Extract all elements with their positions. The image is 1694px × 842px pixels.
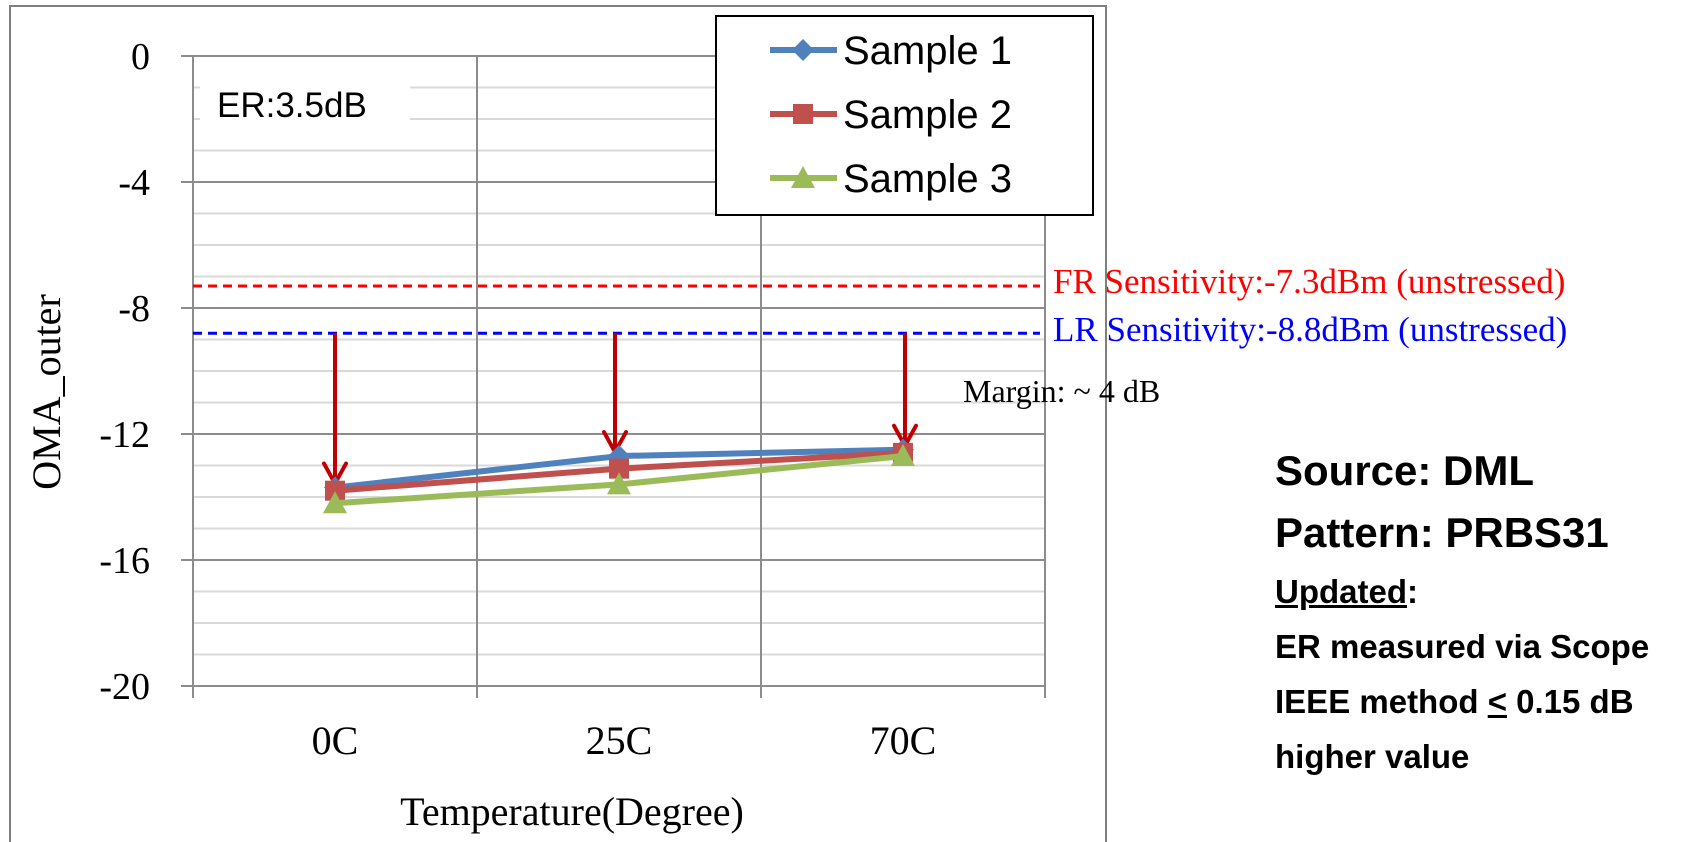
legend-label-sample-2: Sample 2	[843, 93, 1012, 137]
legend-marker-sample-3	[791, 166, 815, 188]
sample-3-point	[891, 444, 915, 467]
x-tick-label: 70C	[870, 718, 937, 763]
chart-frame	[9, 5, 1107, 842]
note-line-2-suffix: 0.15 dB	[1506, 683, 1634, 720]
updated-heading: Updated:	[1275, 564, 1649, 619]
sample-2-point	[325, 480, 345, 501]
x-tick-label: 25C	[586, 718, 653, 763]
sample-3-point	[323, 491, 347, 514]
y-tick-label: -8	[118, 288, 150, 330]
axes: 0 -4 -8 -12 -16 -20 0C 25C 70C	[99, 36, 1046, 763]
sample-2-point	[609, 458, 629, 479]
fr-sensitivity-label: FR Sensitivity:-7.3dBm (unstressed)	[1053, 262, 1565, 301]
sample-3-point	[607, 472, 631, 495]
note-line-2: IEEE method < 0.15 dB	[1275, 674, 1649, 729]
updated-label: Updated	[1275, 573, 1407, 610]
note-line-3: higher value	[1275, 738, 1470, 775]
legend-marker-sample-1	[792, 39, 814, 61]
source-text: Source: DML	[1275, 447, 1535, 494]
x-tick-label: 0C	[312, 718, 359, 763]
er-label: ER:3.5dB	[217, 86, 367, 125]
margin-label: Margin: ~ 4 dB	[963, 373, 1160, 409]
legend-label-sample-3: Sample 3	[843, 157, 1012, 201]
y-tick-label: 0	[131, 36, 150, 78]
updated-colon: :	[1407, 573, 1418, 610]
y-tick-label: -4	[118, 162, 150, 204]
y-tick-label: -12	[99, 414, 150, 456]
lr-sensitivity-label: LR Sensitivity:-8.8dBm (unstressed)	[1053, 310, 1567, 349]
y-axis-title: OMA_outer	[24, 294, 69, 490]
legend-marker-sample-2	[793, 104, 813, 124]
x-axis-title: Temperature(Degree)	[400, 789, 744, 834]
pattern-text: Pattern: PRBS31	[1275, 509, 1609, 556]
legend: Sample 1 Sample 2 Sample 3	[715, 15, 1094, 216]
notes-panel: Source: DML Pattern: PRBS31 Updated: ER …	[1275, 440, 1649, 784]
note-line-1: ER measured via Scope	[1275, 628, 1650, 665]
er-annotation: ER:3.5dB	[200, 80, 410, 136]
series-group	[323, 438, 915, 514]
note-line-2-prefix: IEEE method	[1275, 683, 1488, 720]
note-line-2-symbol: <	[1487, 683, 1507, 720]
margin-arrows	[322, 333, 918, 486]
legend-label-sample-1: Sample 1	[843, 29, 1012, 73]
reference-lines	[193, 284, 1040, 335]
y-tick-label: -20	[99, 666, 150, 708]
y-tick-label: -16	[99, 540, 150, 582]
